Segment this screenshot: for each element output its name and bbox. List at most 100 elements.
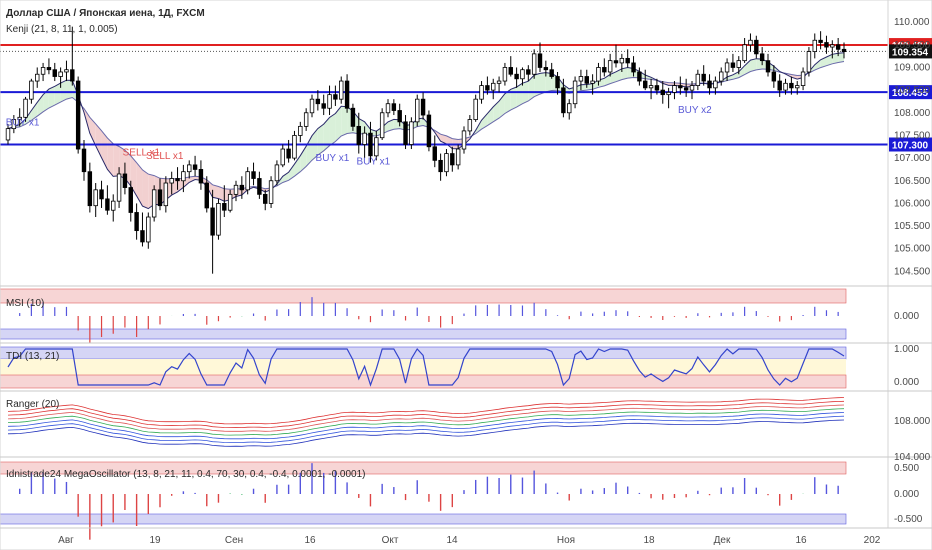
ranger-tick-low: 104.000 [894, 452, 931, 463]
candle-body [637, 71, 642, 82]
candle-body [204, 182, 209, 209]
candle-body [175, 178, 180, 182]
x-tick-label: 14 [446, 535, 458, 546]
signal-label-0: BUY x1 [6, 117, 40, 128]
ma-cloud-segment [838, 52, 844, 63]
x-tick-label: Дек [714, 535, 731, 546]
tdi-tick-low: 0.000 [894, 377, 919, 388]
last-price-badge [889, 44, 932, 59]
candle-body [643, 80, 648, 89]
candle-body [35, 73, 40, 82]
x-tick-label: 202 [864, 535, 881, 546]
candle-body [555, 76, 560, 89]
candle-body [274, 164, 280, 182]
candle-body [420, 98, 426, 116]
x-tick-label: 19 [149, 535, 161, 546]
candle-body [362, 132, 367, 145]
x-tick-label: Сен [225, 535, 243, 546]
candle-body [75, 80, 81, 150]
candle-body [292, 135, 297, 159]
ma-cloud-segment [66, 80, 73, 100]
y-tick-label: 105.000 [894, 244, 931, 255]
ranger-band-1 [7, 400, 845, 429]
level-badge-2 [889, 137, 932, 152]
candle-body [379, 112, 385, 139]
candle-body [719, 71, 724, 82]
chart-title: Доллар США / Японская иена, 1Д, FXCM [6, 8, 205, 19]
ma-cloud-segment [37, 94, 44, 117]
candle-body [473, 98, 478, 120]
level-badge-1 [889, 85, 932, 100]
candle-body [496, 80, 502, 84]
ma-cloud-segment [580, 84, 587, 91]
ma-cloud-segment [95, 123, 102, 158]
tdi-middle-band [0, 359, 846, 375]
candle-body [58, 71, 63, 77]
x-tick-label: Ноя [557, 535, 575, 546]
candle-body [736, 60, 741, 68]
candle-body [520, 69, 525, 80]
candle-body [508, 67, 513, 75]
level-label-1: 108.455 [892, 88, 929, 99]
osc-tick-mid: 0.000 [894, 489, 919, 500]
candle-body [514, 73, 519, 80]
candle-body [111, 200, 116, 211]
ma-cloud-segment [31, 102, 38, 121]
candle-body [672, 85, 677, 93]
candle-body [479, 85, 484, 100]
candle-body [777, 80, 782, 91]
ma-cloud-segment [218, 186, 225, 202]
candle-body [321, 103, 326, 109]
candle-body [607, 60, 613, 73]
msi-lower-band [0, 328, 847, 340]
ma-cloud-segment [510, 86, 517, 110]
signal-label-5: BUY x2 [678, 105, 712, 116]
candle-body [824, 42, 829, 48]
candle-body [426, 114, 432, 148]
candle-body [765, 60, 771, 73]
candle-body [502, 67, 508, 82]
candle-body [771, 71, 777, 82]
candle-body [298, 125, 303, 136]
ma-cloud-segment [130, 155, 137, 196]
candle-body [315, 98, 321, 105]
candle-body [309, 98, 315, 114]
candle-body [356, 125, 361, 145]
ma-cloud-segment [744, 60, 751, 75]
candle-body [192, 164, 198, 170]
signal-label-2: SELL x1 [146, 151, 184, 162]
candle-body [5, 128, 11, 141]
x-tick-label: 18 [643, 535, 655, 546]
ma-cloud-segment [528, 75, 535, 102]
msi-title: MSI (10) [6, 298, 44, 309]
ma-cloud-segment [487, 106, 494, 126]
candle-body [830, 44, 835, 48]
candle-body [163, 182, 169, 207]
candle-body [257, 178, 262, 195]
candle-body [619, 57, 625, 64]
candle-body [567, 103, 572, 114]
ma-cloud-segment [616, 68, 622, 82]
candle-body [596, 67, 601, 82]
ma-cloud-segment [534, 73, 540, 97]
candle-body [303, 112, 309, 127]
y-tick-label: 106.000 [894, 198, 931, 209]
y-tick-label: 107.500 [894, 130, 931, 141]
candle-body [286, 148, 291, 159]
candle-body [105, 198, 110, 211]
candle-body [239, 184, 245, 191]
candle-body [461, 130, 467, 150]
ma-cloud-segment [113, 143, 120, 177]
candle-body [450, 153, 455, 166]
y-tick-label: 108.500 [894, 85, 931, 96]
candle-body [467, 119, 473, 132]
candle-body [713, 80, 718, 89]
candle-body [695, 73, 701, 86]
candle-body [245, 171, 250, 191]
indicator-panels: MSI (10) TDI (13, 21) Ranger (20) Idnistrad… [0, 288, 847, 540]
candle-body [93, 189, 98, 207]
candle-body [748, 39, 753, 46]
ranger-band-2 [7, 404, 845, 432]
tdi-line [7, 348, 845, 387]
